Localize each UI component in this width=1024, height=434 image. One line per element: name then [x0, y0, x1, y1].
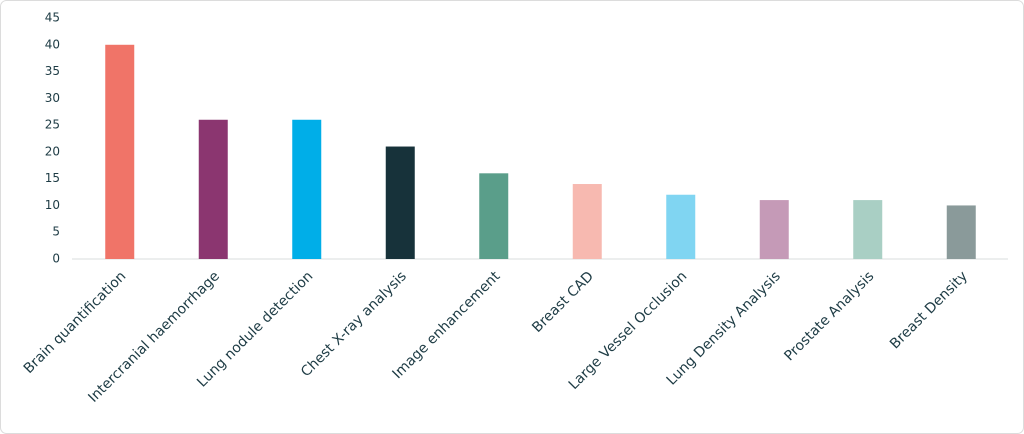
y-tick-label: 15 — [45, 171, 60, 185]
bar — [198, 119, 228, 259]
y-tick-label: 40 — [45, 37, 60, 51]
y-tick-label: 10 — [45, 198, 60, 212]
bar — [385, 146, 415, 259]
y-tick-label: 35 — [45, 64, 60, 78]
bar — [105, 44, 135, 260]
y-tick-label: 20 — [45, 144, 60, 158]
bar — [759, 200, 789, 259]
bar — [853, 200, 883, 259]
y-tick-label: 45 — [45, 11, 60, 25]
bar — [572, 184, 602, 259]
y-tick-label: 0 — [52, 252, 60, 266]
y-tick-label: 30 — [45, 91, 60, 105]
y-tick-label: 25 — [45, 118, 60, 132]
bar — [479, 173, 509, 259]
bar — [292, 119, 322, 259]
bar — [946, 205, 976, 259]
y-tick-label: 5 — [52, 225, 60, 239]
bar — [666, 194, 696, 259]
